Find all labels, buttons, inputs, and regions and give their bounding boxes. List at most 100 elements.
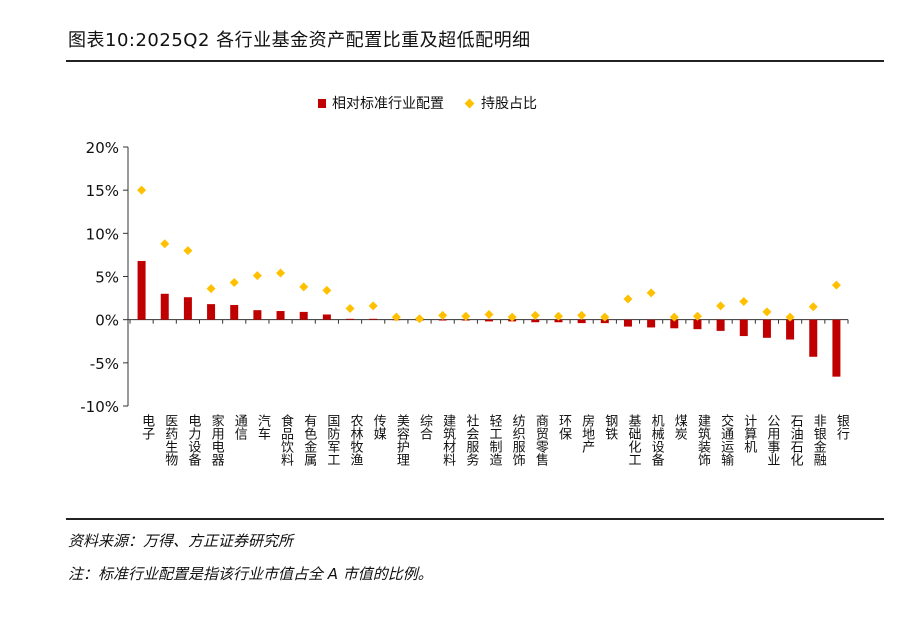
bar [762, 319, 771, 338]
y-tick-label: 15% [86, 182, 119, 200]
x-category-label: 非银金融 [811, 414, 827, 466]
bar [160, 293, 169, 320]
x-category-label: 机械设备 [649, 414, 665, 467]
x-category-label: 煤炭 [672, 414, 688, 441]
bar [832, 319, 841, 377]
x-category-label: 轻工制造 [487, 414, 503, 467]
y-tick-label: 5% [95, 269, 119, 287]
bar [531, 319, 540, 323]
bar [276, 311, 285, 320]
y-tick-label: 20% [86, 139, 119, 157]
bar [299, 311, 308, 320]
x-category-label: 基础化工 [625, 414, 641, 466]
diamond-point [276, 268, 286, 278]
x-category-label: 美容护理 [394, 414, 410, 466]
x-category-label: 钢铁 [602, 414, 618, 440]
diamond-point [762, 307, 772, 317]
x-category-label: 建筑装饰 [695, 414, 711, 466]
x-category-label: 建筑材料 [440, 414, 456, 466]
diamond-point [229, 278, 239, 288]
y-tick-label: 0% [95, 312, 119, 330]
bar [207, 304, 216, 320]
bar [485, 319, 493, 322]
bar [716, 319, 725, 331]
bar [346, 318, 355, 320]
y-tick-label: 10% [86, 225, 119, 243]
x-category-label: 医药生物 [162, 414, 178, 467]
x-category-label: 有色金属 [301, 414, 317, 467]
x-category-label: 环保 [556, 414, 572, 440]
bar [230, 304, 239, 320]
diamond-point [530, 310, 540, 320]
bar [369, 318, 378, 320]
x-category-label: 石油石化 [788, 414, 804, 467]
diamond-point [137, 185, 147, 195]
x-category-label: 房地产 [579, 413, 595, 454]
diamond-point [785, 312, 795, 322]
diamond-point [739, 297, 749, 307]
legend-bar-swatch [318, 98, 326, 108]
diamond-point [299, 282, 309, 292]
diamond-point [507, 312, 517, 322]
diamond-point [345, 303, 355, 313]
x-category-label: 电力设备 [185, 414, 201, 467]
diamond-point [716, 301, 726, 311]
x-category-label: 家用电器 [209, 413, 225, 467]
bar [253, 310, 262, 320]
diamond-point [484, 309, 494, 319]
bar [322, 314, 331, 320]
diamond-point [391, 312, 401, 322]
bar [670, 319, 679, 329]
bar [647, 319, 656, 328]
diamond-point [646, 288, 656, 298]
diamond-point [692, 311, 702, 321]
chart-plot: -10% -5% 0% 5% 10% 15% 20% 电子 医药生物 电力设备 家用电器 通信 汽车 食品… [80, 139, 850, 467]
x-category-label: 食品饮料 [278, 413, 294, 466]
bar [623, 319, 632, 327]
bar [137, 260, 146, 320]
legend: 相对标准行业配置 持股占比 [318, 93, 537, 113]
footer-rule [66, 518, 884, 520]
bar [438, 319, 447, 321]
diamond-point [438, 310, 448, 320]
diamond-point [368, 301, 378, 311]
x-category-label: 银行 [834, 414, 850, 441]
x-category-label: 传媒 [371, 414, 387, 440]
diamond-point [808, 302, 818, 312]
bar [786, 319, 795, 340]
x-category-label: 交通运输 [718, 413, 734, 466]
definition-note: 注：标准行业配置是指该行业市值占全 A 市值的比例。 [68, 565, 433, 583]
chart-title: 图表10:2025Q2 各行业基金资产配置比重及超低配明细 [68, 30, 531, 51]
diamond-point [183, 246, 193, 256]
diamond-point [553, 311, 563, 321]
diamond-point [252, 271, 262, 281]
diamond-point [415, 314, 425, 324]
diamond-point [206, 284, 216, 294]
diamond-point [461, 311, 471, 321]
source-note: 资料来源：万得、方正证券研究所 [68, 532, 294, 550]
bar [554, 319, 563, 323]
legend-label-bar: 相对标准行业配置 [332, 96, 444, 112]
x-category-label: 计算机 [741, 414, 757, 454]
x-category-label: 汽车 [255, 414, 271, 440]
x-category-label: 通信 [232, 414, 248, 440]
diamond-point [600, 312, 610, 322]
bar [183, 297, 192, 320]
x-category-label: 社会服务 [463, 413, 479, 466]
title-rule [66, 60, 884, 62]
diamond-point [322, 285, 332, 295]
bar [739, 319, 748, 337]
diamond-point [831, 280, 841, 290]
legend-label-diamond: 持股占比 [481, 96, 537, 112]
x-category-label: 电子 [139, 414, 155, 440]
bar [577, 319, 586, 324]
diamond-point [623, 294, 633, 304]
y-tick-label: -10% [80, 398, 119, 416]
x-category-label: 纺织服饰 [510, 414, 526, 466]
bar [809, 319, 818, 357]
legend-item-diamond: 持股占比 [464, 93, 537, 113]
diamond-point [577, 310, 587, 320]
x-category-label: 商贸零售 [533, 414, 549, 466]
x-category-label: 综合 [417, 414, 433, 440]
diamond-point [160, 239, 170, 249]
